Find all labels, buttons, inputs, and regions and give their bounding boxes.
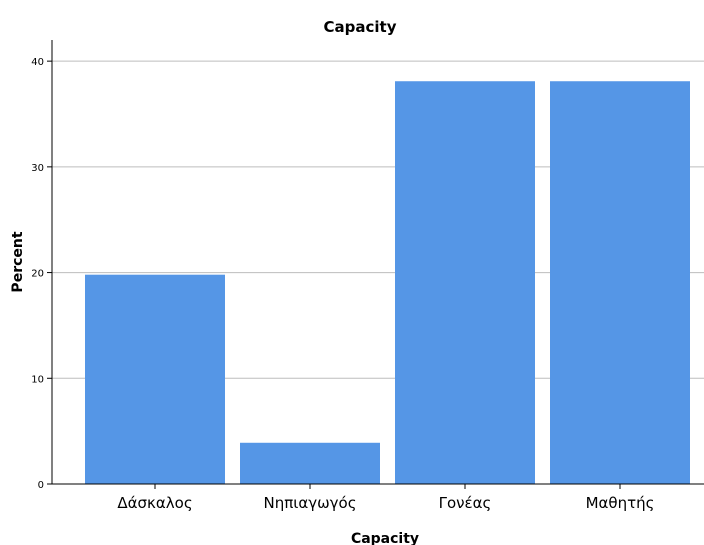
y-tick-label-3: 30	[31, 163, 44, 174]
x-tick-label-1: Νηπιαγωγός	[263, 494, 356, 512]
axes	[47, 40, 704, 489]
bar-1	[240, 442, 380, 484]
bar-3	[550, 81, 690, 484]
y-tick-label-1: 10	[31, 374, 44, 385]
x-tick-label-2: Γονέας	[439, 494, 492, 512]
bar-0	[85, 274, 225, 484]
bars	[85, 81, 690, 484]
y-tick-labels: 0 10 20 30 40	[31, 57, 44, 491]
y-axis-label: Percent	[10, 231, 26, 292]
y-tick-label-2: 20	[31, 269, 44, 280]
x-tick-label-3: Μαθητής	[586, 494, 655, 512]
x-tick-labels: Δάσκαλος Νηπιαγωγός Γονέας Μαθητής	[117, 494, 654, 512]
bar-2	[395, 81, 535, 484]
x-axis-label: Capacity	[351, 531, 419, 545]
chart-title: Capacity	[324, 18, 397, 36]
y-tick-label-0: 0	[38, 480, 44, 491]
x-tick-label-0: Δάσκαλος	[117, 494, 192, 512]
y-tick-label-4: 40	[31, 57, 44, 68]
